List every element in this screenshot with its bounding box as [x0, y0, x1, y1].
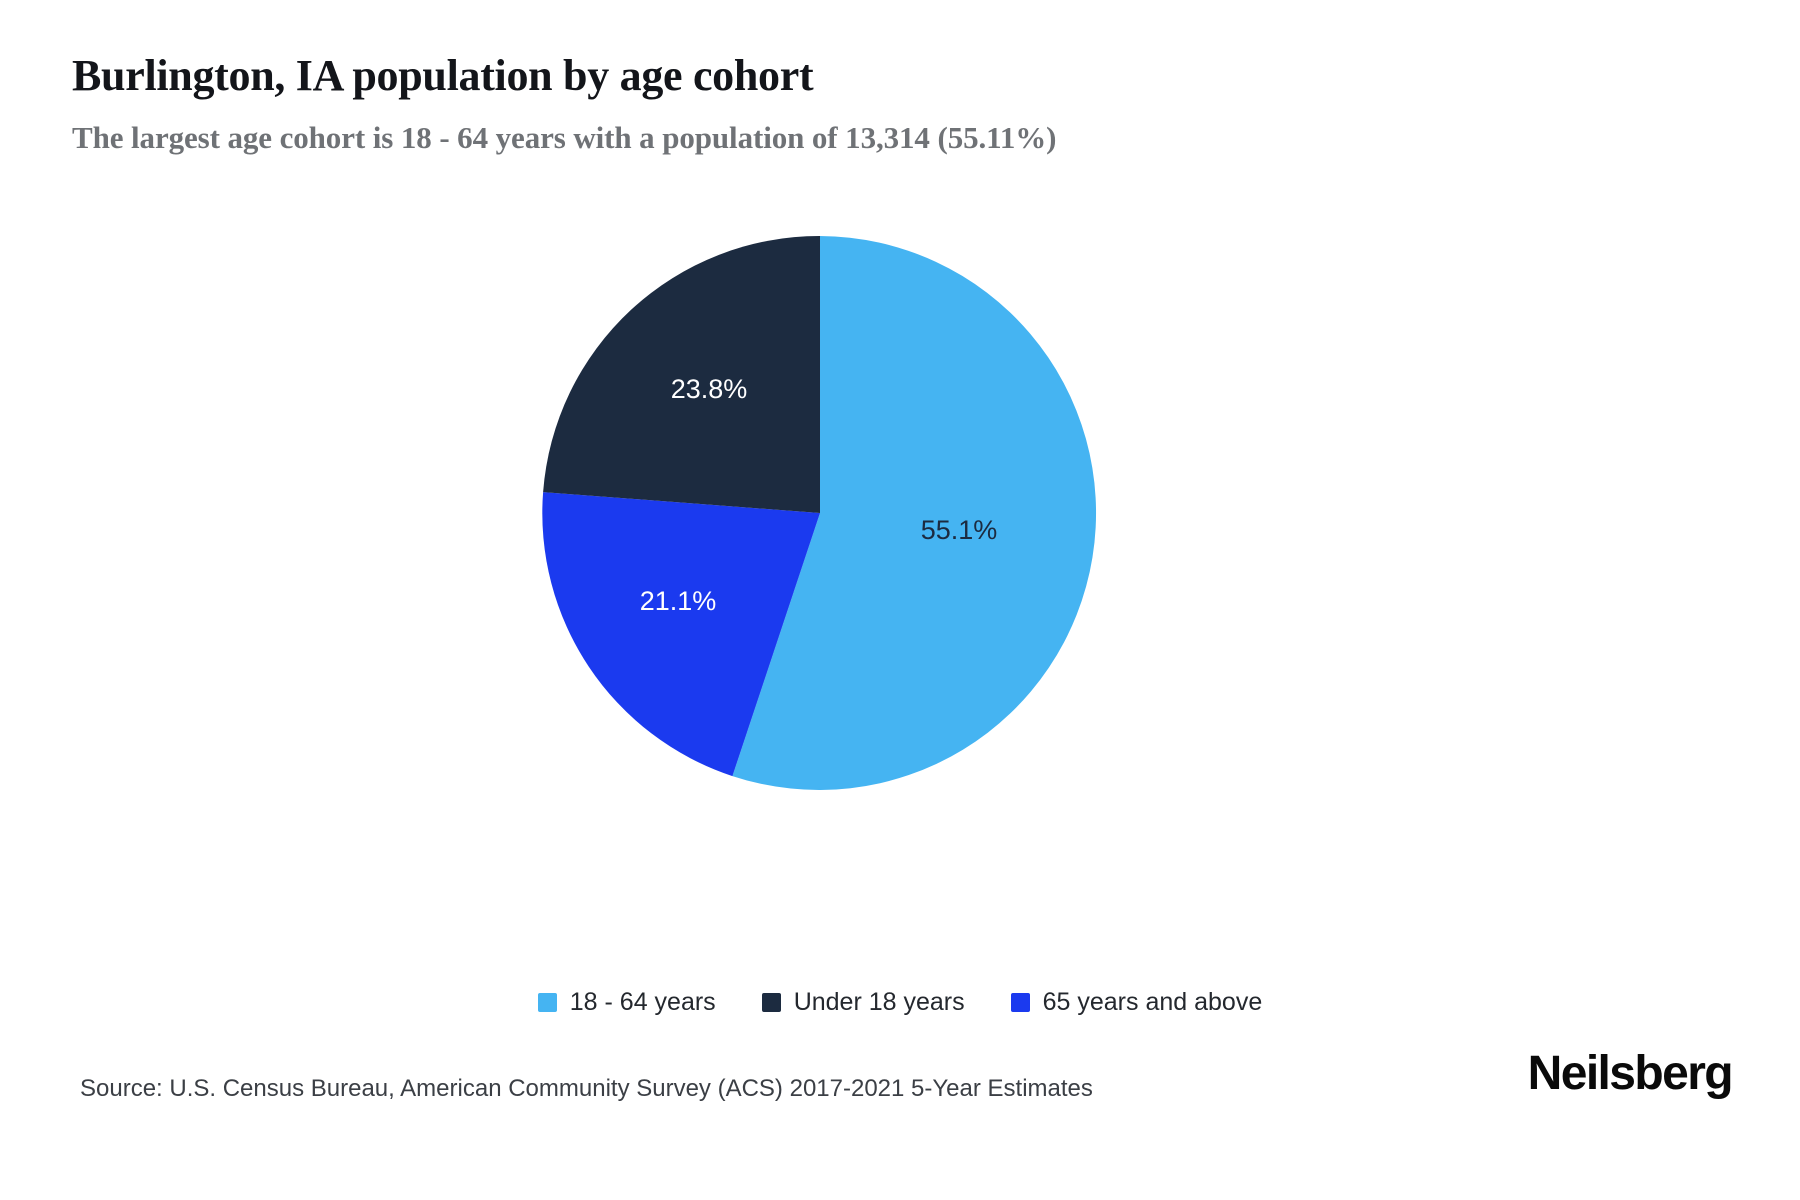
page-title: Burlington, IA population by age cohort — [72, 51, 814, 100]
pie-chart-svg: 55.1% 23.8% 21.1% — [542, 235, 1097, 790]
pie-slice-65-years-and-above[interactable] — [542, 492, 820, 777]
pie-label-18-64-years: 55.1% — [921, 515, 998, 545]
pie-slice-under-18-years[interactable] — [543, 235, 820, 513]
legend-swatch-icon — [1010, 993, 1030, 1012]
legend-item-65-years-and-above[interactable]: 65 years and above — [1010, 988, 1263, 1017]
pie-slice-18-64-years[interactable] — [732, 236, 1097, 790]
chart-legend: 18 - 64 years Under 18 years 65 years an… — [0, 988, 1800, 1017]
page-subtitle: The largest age cohort is 18 - 64 years … — [72, 120, 1057, 155]
pie-label-65-years-and-above: 21.1% — [640, 586, 717, 616]
legend-item-18-64-years[interactable]: 18 - 64 years — [537, 988, 716, 1017]
legend-item-under-18-years[interactable]: Under 18 years — [761, 988, 965, 1017]
source-note: Source: U.S. Census Bureau, American Com… — [80, 1075, 1093, 1102]
legend-swatch-icon — [761, 993, 781, 1012]
legend-label: 18 - 64 years — [569, 988, 716, 1016]
legend-swatch-icon — [537, 993, 557, 1012]
brand-logo: Neilsberg — [1527, 1047, 1734, 1100]
legend-label: 65 years and above — [1042, 988, 1263, 1016]
pie-chart: 55.1% 23.8% 21.1% — [0, 180, 1800, 880]
legend-label: Under 18 years — [793, 988, 965, 1016]
pie-label-under-18-years: 23.8% — [671, 374, 748, 404]
